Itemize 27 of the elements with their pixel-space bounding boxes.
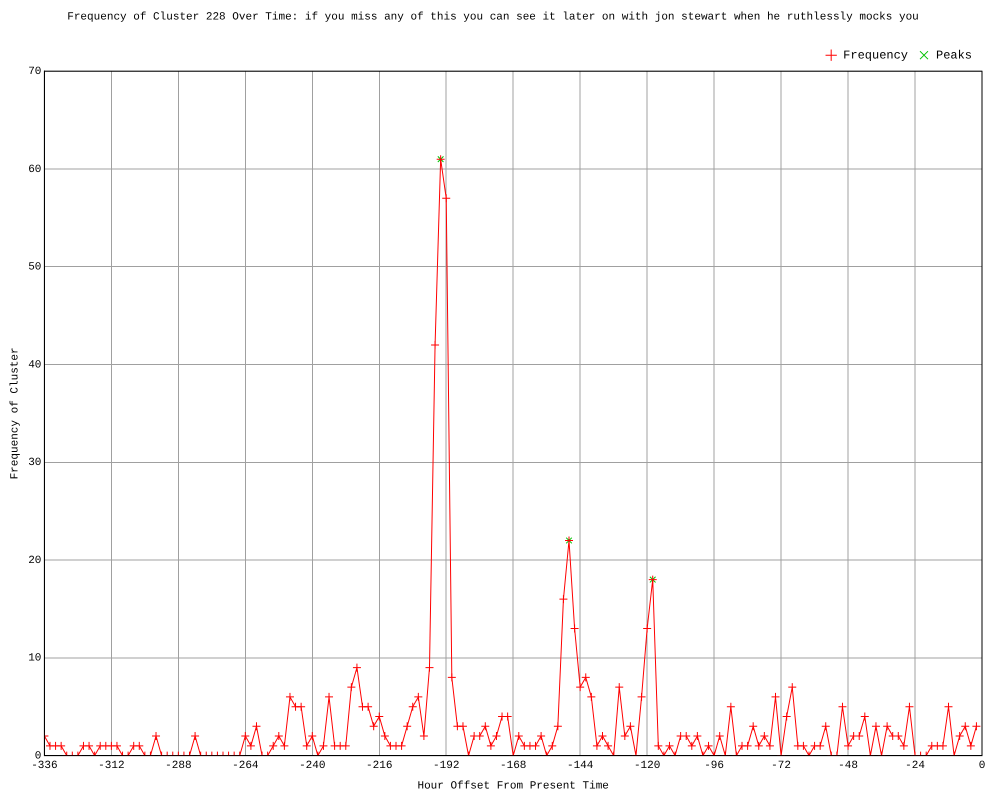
y-tick-label: 30: [28, 457, 42, 470]
y-tick-label: 20: [28, 554, 42, 567]
x-tick-label: -240: [299, 760, 326, 772]
x-tick-label: -288: [165, 760, 192, 772]
x-tick-label: 0: [978, 760, 986, 772]
x-tick-label: -312: [98, 760, 125, 772]
legend-label: Frequency: [843, 48, 908, 62]
x-tick-label: -120: [634, 760, 660, 772]
x-tick-label: -168: [500, 760, 526, 772]
x-axis-title: Hour Offset From Present Time: [417, 780, 609, 792]
y-tick-label: 70: [28, 66, 42, 78]
y-tick-label: 60: [28, 164, 42, 176]
chart-title: Frequency of Cluster 228 Over Time: if you miss any of this you can see it later on with jon stewart when he ruthlessly mocks you: [67, 12, 919, 24]
x-tick-label: -264: [232, 760, 259, 772]
legend-label: Peaks: [936, 48, 972, 62]
x-tick-label: -336: [31, 760, 58, 772]
x-tick-label: -24: [905, 760, 926, 772]
y-tick-label: 50: [28, 262, 42, 274]
y-tick-label: 40: [28, 359, 42, 372]
y-axis-title: Frequency of Cluster: [10, 347, 22, 480]
x-tick-label: -216: [366, 760, 392, 772]
x-tick-label: -72: [771, 760, 791, 772]
x-tick-label: -192: [433, 760, 460, 772]
x-tick-label: -96: [704, 760, 724, 772]
x-tick-label: -144: [566, 760, 594, 772]
y-tick-label: 10: [28, 652, 42, 665]
x-tick-label: -48: [838, 760, 858, 772]
